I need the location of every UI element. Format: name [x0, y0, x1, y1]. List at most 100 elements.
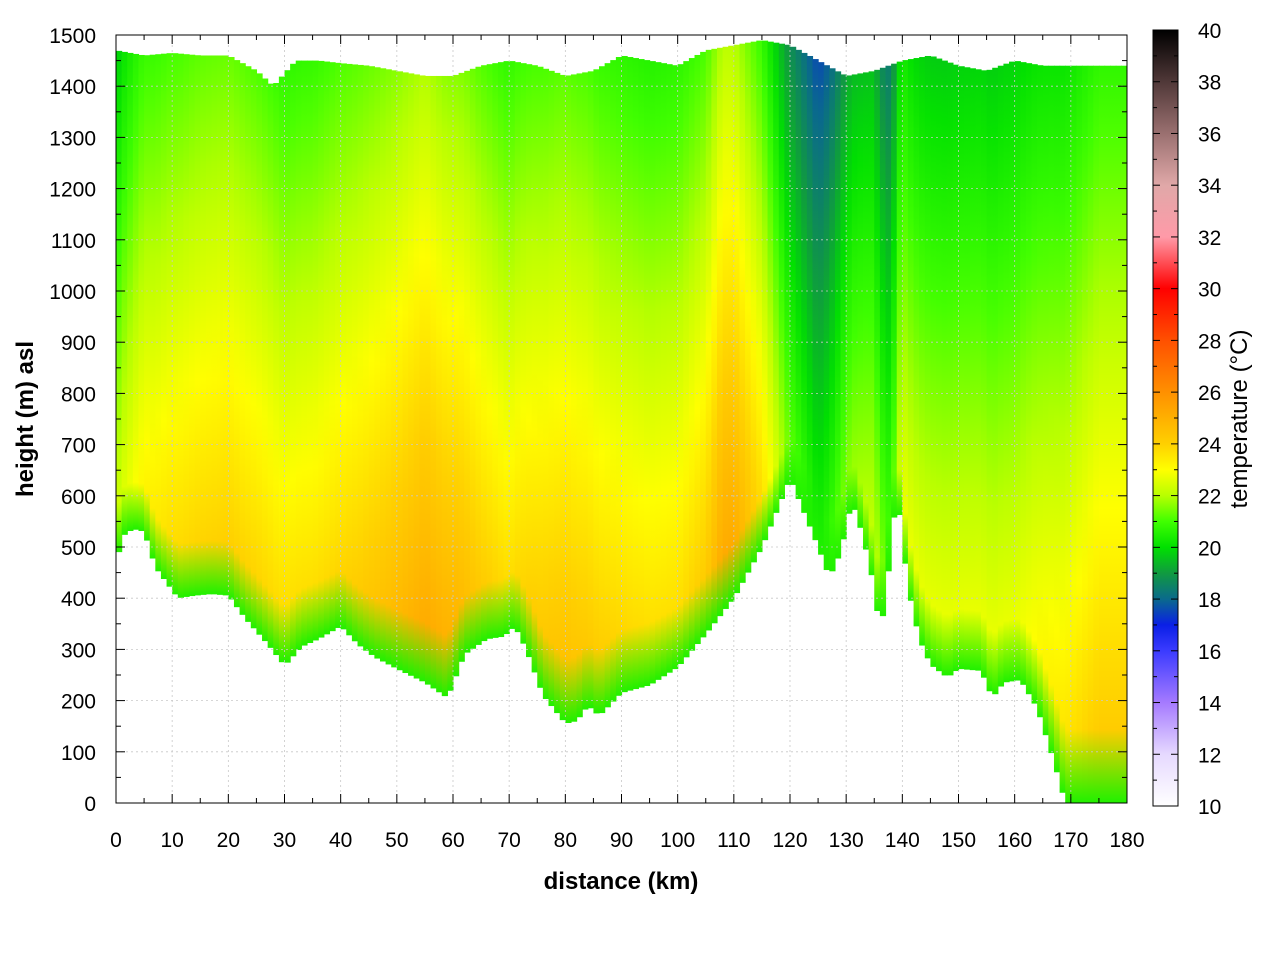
field-column: [683, 61, 690, 658]
colorbar-tick-label: 22: [1198, 486, 1221, 509]
field-column: [301, 60, 308, 646]
field-column: [1121, 65, 1127, 803]
field-column: [189, 54, 196, 597]
field-column: [1014, 61, 1021, 681]
field-column: [526, 64, 533, 658]
field-column: [306, 60, 314, 644]
field-column: [520, 63, 527, 644]
field-column: [733, 44, 741, 594]
field-column: [430, 75, 437, 689]
field-column: [638, 59, 645, 688]
field-column: [177, 53, 184, 598]
field-column: [233, 60, 241, 608]
field-column: [194, 55, 201, 596]
field-column: [604, 63, 611, 708]
field-column: [874, 69, 881, 611]
field-column: [851, 74, 858, 510]
field-column: [565, 75, 572, 723]
field-column: [722, 46, 729, 609]
field-column: [958, 66, 965, 670]
field-column: [138, 54, 145, 531]
colorbar-tick-label: 32: [1198, 227, 1221, 250]
field-column: [1115, 65, 1122, 803]
x-tick-label: 120: [772, 829, 807, 852]
field-column: [284, 70, 291, 663]
field-column: [1087, 65, 1094, 803]
field-column: [391, 70, 398, 668]
x-tick-label: 170: [1053, 829, 1088, 852]
field-column: [621, 55, 628, 693]
colorbar-tick-label: 18: [1198, 589, 1221, 612]
field-column: [419, 75, 426, 682]
field-column: [537, 66, 544, 688]
field-column: [155, 54, 162, 572]
field-column: [374, 67, 381, 659]
field-column: [408, 73, 415, 676]
field-column: [576, 73, 583, 718]
colorbar-tick-label: 26: [1198, 382, 1221, 405]
field-column: [1093, 65, 1100, 803]
field-column: [363, 65, 370, 651]
field-column: [497, 62, 505, 638]
field-column: [323, 61, 331, 635]
field-column: [312, 60, 319, 641]
x-tick-label: 180: [1109, 829, 1144, 852]
colorbar: 10 12 14 16 18 20 22 24 26 28 30 32 34 36 38 40: [1152, 20, 1222, 819]
field-column: [728, 45, 735, 602]
x-tick-label: 90: [610, 829, 633, 852]
field-column: [205, 55, 213, 595]
field-column: [200, 55, 207, 595]
temperature-field: [116, 40, 1127, 803]
field-column: [385, 69, 392, 665]
y-tick-label: 800: [61, 383, 96, 406]
field-column: [1076, 65, 1083, 803]
colorbar-tick-label: 12: [1198, 744, 1221, 767]
axes: 0 10 20 30 40 50 60 70 80 90 100 110 120 130 140 150 160…: [49, 25, 1144, 852]
field-column: [217, 55, 224, 595]
field-column: [441, 75, 448, 697]
field-column: [357, 64, 364, 647]
field-column: [570, 74, 578, 722]
field-column: [801, 52, 808, 513]
x-tick-label: 40: [329, 829, 352, 852]
field-column: [379, 68, 387, 662]
x-tick-label: 30: [273, 829, 296, 852]
colorbar-tick-label: 20: [1198, 537, 1221, 560]
x-tick-label: 150: [941, 829, 976, 852]
field-column: [615, 57, 623, 696]
field-column: [458, 72, 465, 662]
x-tick-label: 140: [885, 829, 920, 852]
colorbar-tick-label: 24: [1198, 434, 1222, 457]
field-column: [228, 57, 235, 600]
field-column: [599, 66, 606, 714]
field-column: [368, 66, 375, 655]
field-column: [716, 47, 724, 617]
field-column: [542, 68, 550, 700]
field-column: [823, 65, 830, 571]
field-column: [267, 83, 274, 648]
field-column: [582, 72, 589, 710]
field-column: [402, 72, 409, 674]
field-column: [447, 75, 454, 691]
field-column: [778, 43, 785, 499]
field-column: [672, 65, 679, 670]
field-column: [121, 51, 128, 535]
field-column: [980, 70, 988, 678]
field-column: [1042, 65, 1049, 736]
field-column: [262, 78, 269, 642]
field-column: [396, 71, 404, 671]
field-column: [464, 70, 471, 653]
field-column: [593, 69, 600, 714]
field-column: [806, 55, 814, 527]
field-column: [761, 40, 769, 541]
field-column: [132, 53, 140, 530]
field-column: [211, 55, 218, 595]
y-tick-label: 500: [61, 537, 96, 560]
x-tick-label: 70: [497, 829, 520, 852]
field-column: [250, 69, 258, 629]
field-column: [677, 64, 684, 664]
field-column: [346, 63, 353, 636]
y-tick-label: 0: [84, 793, 96, 816]
y-tick-label: 100: [61, 742, 96, 765]
x-axis-label: distance (km): [544, 868, 699, 895]
